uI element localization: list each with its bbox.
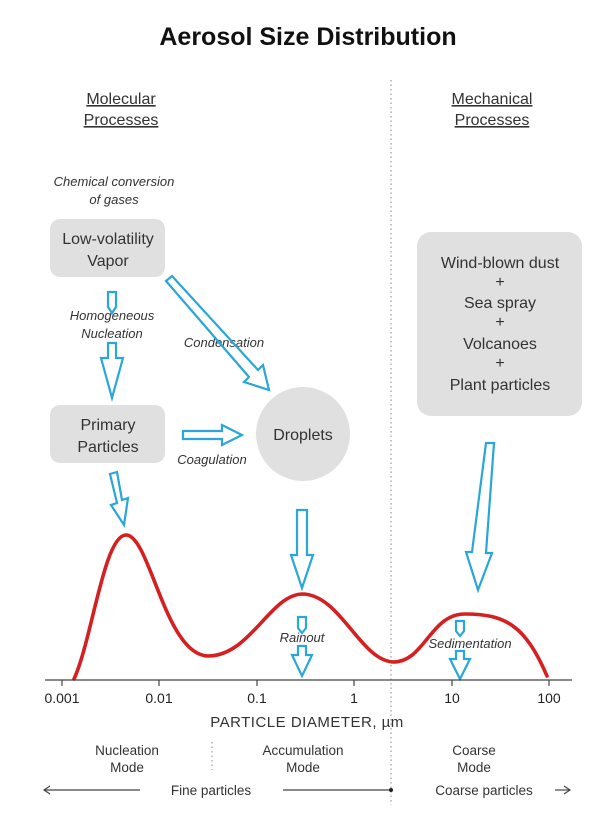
label-chemical-conversion-line2: of gases	[89, 192, 139, 207]
heading-mechanical-line2: Processes	[455, 112, 530, 129]
arrow-vapor-down-top	[106, 290, 118, 315]
tick-label-10: 10	[444, 690, 460, 706]
box-primary-line2: Particles	[77, 439, 138, 456]
arrow-rainout-top	[296, 615, 308, 635]
heading-molecular-line1: Molecular	[86, 91, 156, 108]
box-mechanical-sources	[417, 232, 582, 416]
tick-label-1: 1	[350, 690, 358, 706]
size-distribution-curve	[72, 533, 549, 681]
mode-accumulation-line1: Accumulation	[262, 743, 343, 758]
label-fine-particles: Fine particles	[171, 783, 252, 798]
arrow-coagulation	[181, 423, 245, 447]
box-vapor-line2: Vapor	[87, 253, 129, 270]
coarse-arrow-head	[563, 785, 572, 795]
fine-coarse-boundary-dot	[389, 788, 393, 792]
tick-label-0.1: 0.1	[247, 690, 267, 706]
label-sedimentation: Sedimentation	[428, 636, 511, 651]
mode-coarse-line1: Coarse	[452, 743, 496, 758]
x-axis-label: PARTICLE DIAMETER, µm	[210, 714, 404, 731]
heading-molecular-line2: Processes	[84, 112, 159, 129]
arrow-sedimentation-top	[454, 619, 466, 638]
label-coagulation: Coagulation	[177, 452, 246, 467]
arrow-droplets-to-peak	[289, 508, 315, 592]
arrow-sedimentation-down	[448, 649, 472, 682]
box-vapor-line1: Low-volatility	[62, 231, 154, 248]
mech-line-volcanoes: Volcanoes	[463, 336, 537, 353]
diagram-title: Aerosol Size Distribution	[159, 23, 456, 51]
mech-plus-3: +	[495, 355, 504, 372]
arrow-nucleation-down	[99, 341, 125, 403]
arrow-condensation	[164, 274, 271, 392]
droplets-label: Droplets	[273, 427, 333, 444]
mech-line-plant: Plant particles	[450, 377, 551, 394]
mech-line-seaspray: Sea spray	[464, 295, 536, 312]
label-homogeneous-line2: Nucleation	[81, 326, 142, 341]
label-homogeneous-line1: Homogeneous	[70, 308, 155, 323]
arrow-rainout-down	[290, 644, 314, 679]
arrow-mechanical-to-peak	[464, 441, 496, 594]
label-chemical-conversion-line1: Chemical conversion	[54, 174, 175, 189]
mech-plus-2: +	[495, 314, 504, 331]
heading-mechanical-line1: Mechanical	[452, 91, 533, 108]
droplets-circle	[256, 387, 350, 481]
mech-line-dust: Wind-blown dust	[441, 255, 560, 272]
mech-plus-1: +	[495, 274, 504, 291]
mode-coarse-line2: Mode	[457, 760, 491, 775]
label-condensation: Condensation	[184, 335, 264, 350]
tick-label-100: 100	[537, 690, 561, 706]
x-axis-ticks	[61, 680, 550, 686]
label-coarse-particles: Coarse particles	[435, 783, 533, 798]
tick-label-0.001: 0.001	[44, 690, 79, 706]
fine-arrow-head	[42, 785, 51, 795]
mode-accumulation-line2: Mode	[286, 760, 320, 775]
mode-nucleation-line1: Nucleation	[95, 743, 159, 758]
mode-nucleation-line2: Mode	[110, 760, 144, 775]
tick-label-0.01: 0.01	[145, 690, 172, 706]
arrow-primary-to-peak	[108, 470, 130, 529]
box-primary-particles	[50, 405, 165, 463]
box-low-volatility-vapor	[50, 219, 165, 277]
box-primary-line1: Primary	[80, 417, 135, 434]
label-rainout: Rainout	[280, 630, 326, 645]
